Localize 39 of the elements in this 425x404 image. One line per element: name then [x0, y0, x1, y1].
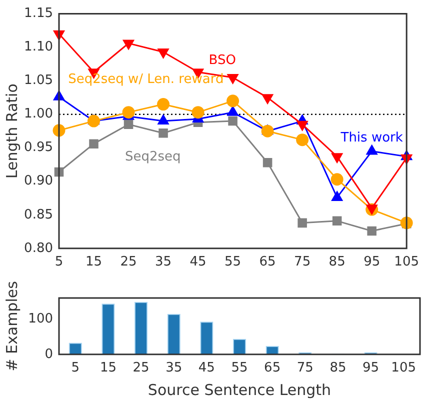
x-tick-label: 25	[132, 360, 150, 376]
x-tick-label: 5	[71, 360, 80, 376]
x-tick-label: 105	[394, 254, 420, 270]
x-tick-label: 55	[231, 360, 248, 376]
y-tick-label: 1.15	[24, 6, 53, 22]
x-tick-label: 15	[100, 360, 116, 376]
y-tick-label: 0.80	[24, 240, 53, 256]
y-axis-title: Length Ratio	[2, 84, 21, 179]
x-tick-label: 65	[259, 254, 276, 270]
y-tick-label: 0.95	[24, 140, 53, 156]
series-label: Seq2seq w/ Len. reward	[68, 72, 224, 87]
y-tick-label: 0.85	[24, 207, 53, 222]
series-label: BSO	[208, 53, 236, 68]
y-axis-title: # Examples	[2, 280, 21, 372]
y-tick-label: 0.90	[24, 174, 53, 189]
x-tick-label: 45	[198, 360, 215, 376]
series-label: This work	[340, 130, 404, 146]
x-tick-label: 25	[120, 254, 137, 270]
y-tick-label: 1.05	[24, 73, 53, 88]
x-tick-label: 105	[391, 360, 416, 376]
x-tick-label: 75	[296, 360, 314, 376]
x-tick-label: 35	[155, 254, 172, 270]
x-tick-label: 75	[294, 254, 311, 270]
x-tick-label: 95	[362, 360, 380, 376]
series-label: Seq2seq	[124, 149, 181, 164]
x-tick-label: 35	[166, 360, 182, 376]
x-tick-label: 55	[224, 254, 242, 270]
x-tick-label: 85	[328, 254, 346, 270]
x-tick-label: 65	[264, 360, 281, 376]
x-tick-label: 45	[190, 254, 206, 270]
x-tick-label: 95	[364, 254, 380, 270]
y-tick-label: 0	[44, 346, 53, 362]
x-axis-title: Source Sentence Length	[148, 380, 332, 399]
x-tick-label: 85	[330, 360, 346, 376]
y-tick-label: 1.00	[24, 106, 53, 122]
y-tick-label: 100	[28, 312, 53, 327]
x-tick-label: 5	[54, 254, 64, 270]
y-tick-label: 1.10	[24, 40, 53, 55]
x-tick-label: 15	[85, 254, 102, 270]
